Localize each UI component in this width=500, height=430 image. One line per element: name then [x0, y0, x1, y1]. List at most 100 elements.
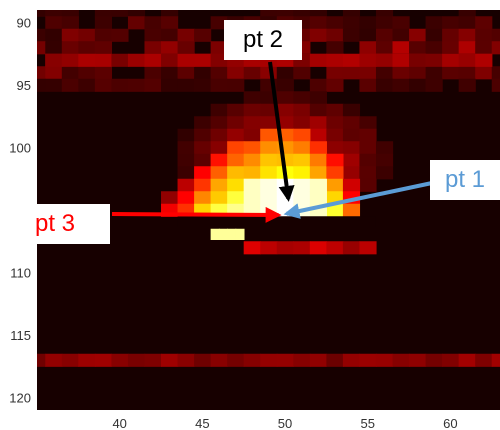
heatmap-cell: [442, 66, 460, 80]
heatmap-cell: [309, 28, 327, 42]
heatmap-row-cell: [111, 53, 129, 67]
heatmap-row-cell: [210, 53, 228, 67]
heatmap-row-cell: [127, 53, 146, 67]
heatmap-row-cell: [243, 353, 261, 367]
heatmap-row-cell: [309, 241, 327, 255]
heatmap-hot-cell: [293, 166, 311, 180]
heatmap-row-cell: [326, 353, 344, 367]
heatmap-cell: [425, 16, 443, 30]
heatmap-cell: [61, 66, 79, 80]
heatmap-row-cell: [45, 353, 63, 367]
heatmap-cell: [475, 41, 493, 55]
heatmap-row-cell: [177, 53, 195, 67]
heatmap-cell: [392, 28, 410, 42]
heatmap-cell: [177, 153, 195, 167]
heatmap-hot-cell: [194, 191, 212, 205]
heatmap-peak-cell: [243, 178, 261, 192]
heatmap-hot-cell: [210, 153, 228, 167]
heatmap-cell: [326, 28, 344, 42]
heatmap-cell: [309, 10, 327, 17]
heatmap-row-cell: [309, 53, 327, 67]
heatmap-cell: [326, 78, 344, 92]
heatmap-row-cell: [144, 53, 162, 67]
heatmap-cell: [392, 41, 410, 55]
heatmap-cell: [127, 16, 146, 30]
heatmap-row-cell: [375, 353, 394, 367]
heatmap-cell: [94, 28, 113, 42]
heatmap-cell: [326, 141, 344, 155]
heatmap-cell: [194, 28, 212, 42]
heatmap-cell: [61, 10, 79, 17]
heatmap-peak-cell: [309, 178, 327, 192]
heatmap-cell: [359, 78, 377, 92]
y-tick-label: 100: [9, 141, 31, 156]
heatmap-cell: [78, 41, 96, 55]
heatmap-cell: [276, 91, 294, 105]
heatmap-hot-cell: [326, 203, 344, 217]
heatmap-cell: [309, 128, 327, 142]
heatmap-cell: [342, 66, 361, 80]
heatmap-cell: [276, 10, 294, 17]
heatmap-cell: [309, 91, 327, 105]
heatmap-cell: [342, 16, 361, 30]
heatmap-cell: [45, 16, 63, 30]
arrow-pt1: [283, 181, 433, 219]
heatmap-cell: [375, 166, 394, 180]
heatmap-peak-cell: [276, 203, 294, 217]
heatmap-row-cell: [375, 53, 394, 67]
heatmap-cell: [194, 116, 212, 130]
heatmap-cell: [45, 78, 63, 92]
heatmap-hot-cell: [309, 153, 327, 167]
heatmap-cell: [127, 78, 146, 92]
heatmap-cell: [227, 116, 245, 130]
heatmap-cell: [243, 91, 261, 105]
heatmap-cell: [144, 66, 162, 80]
heatmap-hot-cell: [293, 128, 311, 142]
heatmap-hot-cell: [342, 203, 361, 217]
heatmap-cell: [442, 28, 460, 42]
heatmap-cell: [375, 66, 394, 80]
heatmap-cell: [45, 66, 63, 80]
heatmap-row-cell: [359, 353, 377, 367]
heatmap-cell: [342, 166, 361, 180]
annotation-arrows: [111, 61, 433, 223]
heatmap-cell: [409, 41, 427, 55]
heatmap-cell: [144, 28, 162, 42]
heatmap-row-cell: [392, 53, 410, 67]
heatmap-row-cell: [194, 353, 212, 367]
pt2-label: pt 2: [224, 20, 302, 60]
heatmap-cell: [458, 78, 476, 92]
heatmap-cell: [177, 28, 195, 42]
heatmap-cell: [309, 78, 327, 92]
heatmap-cell: [359, 116, 377, 130]
heatmap-cell: [293, 103, 311, 117]
heatmap-cell: [243, 66, 261, 80]
heatmap-cell: [94, 41, 113, 55]
heatmap-hot-cell: [210, 166, 228, 180]
heatmap-row-cell: [409, 53, 427, 67]
heatmap-cell: [475, 28, 493, 42]
heatmap-row-cell: [409, 353, 427, 367]
heatmap-row-cell: [458, 353, 476, 367]
heatmap-cell: [61, 78, 79, 92]
x-axis-ticks: 40 45 50 55 60: [112, 416, 457, 430]
heatmap-cell: [276, 78, 294, 92]
heatmap-hot-cell: [194, 166, 212, 180]
heatmap-row-cell: [425, 353, 443, 367]
heatmap-hot-cell: [243, 166, 261, 180]
heatmap-row-cell: [161, 353, 179, 367]
heatmap-peak-cell: [243, 191, 261, 205]
y-tick-label: 95: [17, 78, 31, 93]
arrow-pt2: [268, 61, 295, 202]
heatmap-hot-cell: [210, 191, 228, 205]
heatmap-hot-cell: [293, 141, 311, 155]
heatmap-cell: [392, 16, 410, 30]
heatmap-cell: [161, 66, 179, 80]
heatmap-cell: [194, 78, 212, 92]
heatmap-bright-patch: [227, 228, 237, 240]
heatmap-cell: [161, 28, 179, 42]
heatmap-cell: [210, 78, 228, 92]
heatmap-cell: [458, 16, 476, 30]
heatmap-cell: [227, 128, 245, 142]
